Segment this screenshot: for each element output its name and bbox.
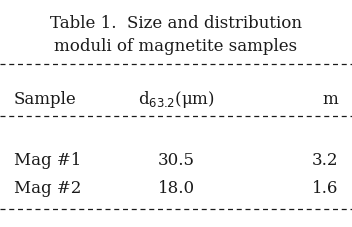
Text: Sample: Sample — [14, 90, 77, 107]
Text: 18.0: 18.0 — [157, 179, 195, 196]
Text: Mag #1: Mag #1 — [14, 152, 81, 168]
Text: Table 1.  Size and distribution: Table 1. Size and distribution — [50, 15, 302, 32]
Text: Mag #2: Mag #2 — [14, 179, 81, 196]
Text: 1.6: 1.6 — [312, 179, 338, 196]
Text: 3.2: 3.2 — [312, 152, 338, 168]
Text: 30.5: 30.5 — [157, 152, 195, 168]
Text: d$_{63.2}$(μm): d$_{63.2}$(μm) — [138, 88, 214, 109]
Text: m: m — [322, 90, 338, 107]
Text: moduli of magnetite samples: moduli of magnetite samples — [55, 38, 297, 55]
